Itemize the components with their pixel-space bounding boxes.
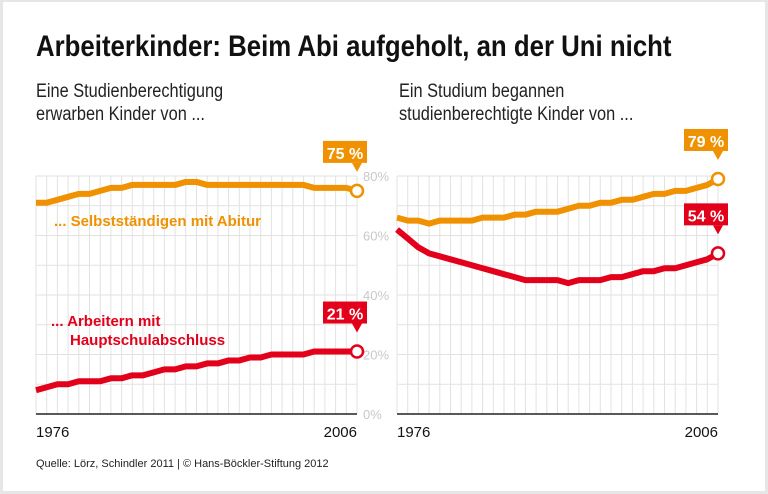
end-label-pointer <box>352 162 362 172</box>
end-value-label: 54 % <box>688 208 724 225</box>
end-label-box <box>323 301 367 324</box>
x-tick-label: 1976 <box>36 424 69 441</box>
right-subtitle: Ein Studium begannen studienberechtigte … <box>399 80 633 126</box>
x-tick-label: 2006 <box>685 424 718 441</box>
series-line-red <box>395 227 720 287</box>
series-label: ... Selbstständigen mit Abitur <box>54 213 261 230</box>
series-line-orange <box>396 176 720 227</box>
right-subtitle-line: Ein Studium begannen <box>399 81 565 102</box>
left-subtitle: Eine Studienberechtigung erwarben Kinder… <box>36 80 223 126</box>
chart-title: Arbeiterkinder: Beim Abi aufgeholt, an d… <box>36 30 672 63</box>
end-value-label: 21 % <box>327 307 363 324</box>
y-tick-label: 40% <box>363 288 389 303</box>
y-tick-label: 20% <box>363 348 389 363</box>
y-tick-label: 0% <box>363 407 382 422</box>
end-value-label: 75 % <box>327 146 363 163</box>
y-tick-label: 60% <box>363 229 389 244</box>
end-label-pointer <box>713 150 723 160</box>
end-label-box <box>684 128 728 151</box>
end-label-box <box>323 140 367 163</box>
end-point-marker <box>710 171 726 187</box>
x-tick-label: 2006 <box>324 424 357 441</box>
series-label: Hauptschulabschluss <box>70 332 225 349</box>
series-line-red <box>35 348 357 394</box>
source-note: Quelle: Lörz, Schindler 2011 | © Hans-Bö… <box>36 458 329 470</box>
end-point-marker <box>710 246 726 261</box>
end-point-marker <box>349 183 365 199</box>
end-label-pointer <box>713 225 723 235</box>
x-tick-label: 1976 <box>397 424 430 441</box>
end-point-marker <box>349 344 365 359</box>
end-value-label: 79 % <box>688 134 724 151</box>
series-line-orange <box>36 178 358 206</box>
y-tick-label: 80% <box>363 169 389 184</box>
right-subtitle-line: studienberechtigte Kinder von ... <box>399 104 634 125</box>
left-subtitle-line: Eine Studienberechtigung <box>36 81 224 102</box>
left-subtitle-line: erwarben Kinder von ... <box>36 104 205 125</box>
end-label-box <box>684 203 728 226</box>
end-label-pointer <box>352 323 362 333</box>
series-label: ... Arbeitern mit <box>51 313 160 330</box>
